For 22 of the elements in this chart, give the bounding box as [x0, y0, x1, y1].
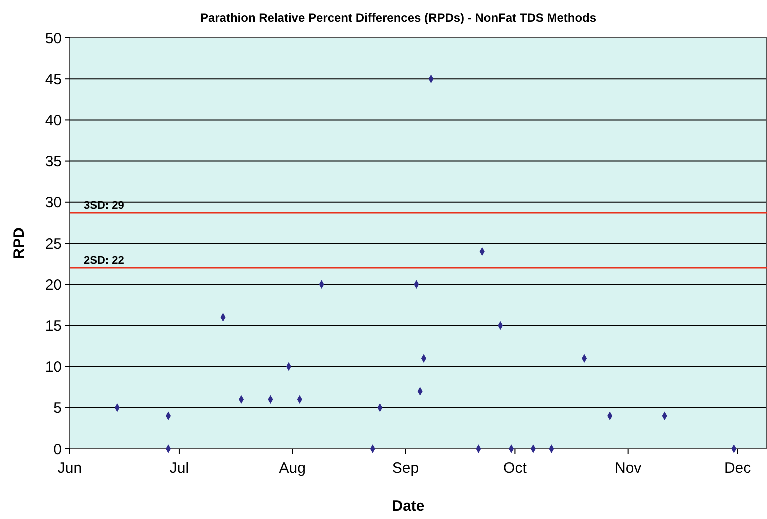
y-tick-label: 45: [45, 71, 62, 88]
y-tick-label: 10: [45, 359, 62, 376]
y-tick-label: 5: [54, 400, 62, 418]
y-axis-title: RPD: [11, 228, 28, 260]
chart-title: Parathion Relative Percent Differences (RPDs) - NonFat TDS Methods: [200, 11, 597, 25]
y-tick-label: 50: [45, 30, 62, 48]
y-tick-label: 0: [54, 441, 62, 458]
y-tick-label: 15: [45, 318, 62, 335]
x-tick-label: Jun: [58, 460, 82, 477]
x-tick-label: Nov: [614, 460, 642, 477]
y-tick-label: 35: [45, 154, 62, 171]
ref-line-label: 2SD: 22: [84, 255, 124, 268]
x-tick-label: Oct: [504, 460, 528, 477]
x-axis-title: Date: [392, 498, 425, 515]
x-tick-label: Aug: [279, 460, 306, 477]
y-tick-label: 25: [45, 236, 62, 253]
y-tick-label: 40: [45, 112, 62, 130]
x-tick-label: Sep: [392, 460, 420, 477]
y-tick-label: 30: [45, 194, 62, 212]
x-tick-label: Jul: [170, 460, 190, 477]
x-tick-label: Dec: [724, 460, 752, 477]
y-tick-label: 20: [45, 276, 62, 294]
